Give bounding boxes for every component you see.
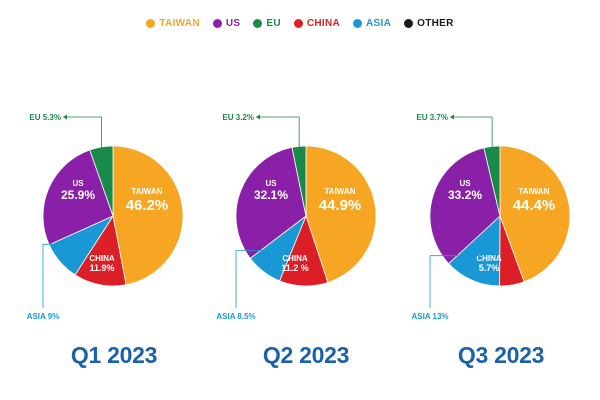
legend-item-other: OTHER	[404, 18, 454, 29]
pie-slice-us	[235, 146, 307, 259]
slice-value-taiwan: 46.2%	[126, 197, 169, 214]
pie-slice-asia	[448, 215, 501, 287]
callout-arrow-eu	[63, 114, 67, 120]
legend-swatch	[293, 19, 303, 28]
chart-title-q2: Q2 2023	[262, 342, 350, 368]
legend-item-eu: EU	[253, 18, 281, 29]
pie-slice-taiwan	[305, 145, 377, 284]
legend-label: OTHER	[417, 18, 454, 29]
legend-label: TAIWAN	[159, 18, 200, 29]
pie-slice-us	[42, 149, 114, 246]
slice-value-us: 32.1%	[254, 188, 288, 202]
slice-label-us: US	[72, 179, 84, 188]
slice-value-us: 33.2%	[448, 188, 482, 202]
slice-label-china: CHINA	[282, 254, 308, 263]
slice-label-us: US	[265, 179, 277, 188]
slice-label-taiwan: TAIWAN	[325, 187, 356, 196]
legend-swatch	[253, 19, 263, 28]
callout-label-asia: ASIA 13%	[411, 312, 448, 321]
callout-label-eu: EU 3.7%	[416, 113, 448, 122]
legend-item-asia: ASIA	[353, 18, 391, 29]
legend-label: US	[225, 18, 241, 29]
slice-label-china: CHINA	[89, 254, 115, 263]
pie-slice-us	[429, 147, 501, 265]
pie-slice-taiwan	[112, 145, 184, 286]
callout-label-eu: EU 5.3%	[29, 113, 61, 122]
slice-value-taiwan: 44.4%	[513, 197, 556, 214]
callout-arrow-eu	[450, 114, 454, 120]
legend-swatch	[404, 19, 414, 28]
callout-line-eu	[256, 116, 300, 149]
callout-arrow-eu	[256, 114, 260, 120]
slice-label-taiwan: TAIWAN	[519, 187, 550, 196]
legend-swatch	[353, 19, 363, 28]
legend-label: CHINA	[306, 18, 341, 29]
callout-label-eu: EU 3.2%	[222, 113, 254, 122]
callout-label-asia: ASIA 9%	[27, 312, 60, 321]
legend-swatch	[146, 19, 156, 28]
callout-line-eu	[450, 116, 493, 149]
legend-item-china: CHINA	[293, 18, 341, 29]
slice-label-china: CHINA	[476, 254, 502, 263]
legend-label: ASIA	[366, 18, 392, 29]
slice-value-us: 25.9%	[61, 188, 95, 202]
chart-title-q3: Q3 2023	[457, 342, 545, 368]
legend-label: EU	[266, 18, 281, 29]
legend-swatch	[212, 19, 222, 28]
slice-label-taiwan: TAIWAN	[132, 187, 163, 196]
legend-item-taiwan: TAIWAN	[146, 18, 200, 29]
slice-value-taiwan: 44.9%	[319, 197, 362, 214]
legend: TAIWAN US EU CHINA ASIA OTHER	[0, 18, 600, 29]
slice-label-us: US	[459, 179, 471, 188]
callout-line-eu	[63, 116, 102, 149]
pie-slice-taiwan	[499, 145, 571, 283]
callout-line-asia	[42, 243, 81, 308]
legend-item-us: US	[212, 18, 241, 29]
callout-line-asia	[235, 249, 280, 308]
slice-value-china: 11.9%	[89, 263, 114, 273]
callout-line-asia	[429, 255, 483, 308]
slice-value-china: 11.2 %	[281, 263, 309, 273]
slice-value-china: 5.7%	[479, 263, 500, 273]
chart-title-q1: Q1 2023	[70, 342, 158, 368]
callout-label-asia: ASIA 8.5%	[216, 312, 255, 321]
